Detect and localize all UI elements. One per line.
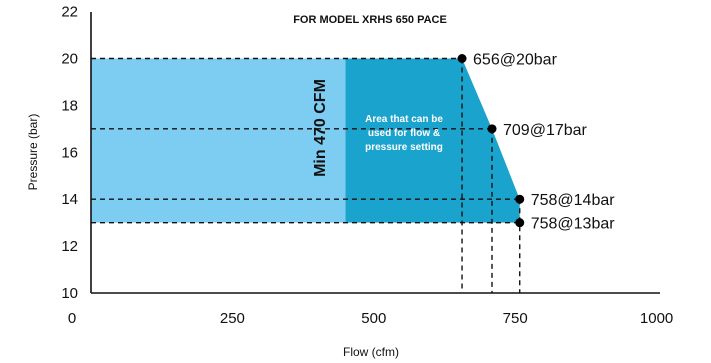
y-tick-14: 14	[61, 191, 78, 208]
min-flow-area	[91, 58, 346, 223]
chart-title: FOR MODEL XRHS 650 PACE	[293, 14, 447, 26]
area-note-line-1: Area that can be	[365, 114, 443, 125]
x-axis-label: Flow (cfm)	[343, 345, 399, 359]
x-tick-750: 750	[503, 310, 528, 327]
guide-lines	[91, 57, 521, 293]
y-tick-22: 22	[61, 4, 78, 21]
y-tick-16: 16	[61, 144, 78, 161]
area-note-line-3: pressure setting	[365, 142, 443, 153]
data-point-label-1: 709@17bar	[503, 122, 588, 139]
y-tick-18: 18	[61, 97, 78, 114]
area-note-line-2: used for flow &	[368, 128, 440, 139]
x-tick-250: 250	[220, 310, 245, 327]
y-axis-label: Pressure (bar)	[26, 114, 40, 191]
y-tick-20: 20	[61, 51, 78, 68]
data-point-2	[515, 194, 525, 204]
data-point-3	[515, 218, 525, 228]
data-point-0	[457, 54, 467, 63]
data-points: 656@20bar 709@17bar 758@14bar 758@13bar	[457, 52, 616, 233]
data-point-label-3: 758@13bar	[531, 216, 616, 233]
data-point-1	[487, 124, 497, 134]
operating-area	[345, 58, 520, 223]
data-point-label-2: 758@14bar	[531, 192, 616, 209]
y-tick-12: 12	[61, 238, 78, 255]
y-tick-labels: 10 12 14 16 18 20 22	[61, 4, 78, 302]
x-tick-labels: 0 250 500 750 1000	[68, 310, 673, 327]
data-point-label-0: 656@20bar	[473, 52, 558, 69]
axes	[90, 12, 660, 294]
x-tick-1000: 1000	[640, 310, 673, 327]
area-group	[91, 58, 520, 223]
y-tick-10: 10	[61, 285, 78, 302]
min-flow-label: Min 470 CFM	[312, 79, 329, 177]
x-tick-500: 500	[361, 310, 386, 327]
x-tick-0: 0	[68, 310, 76, 327]
